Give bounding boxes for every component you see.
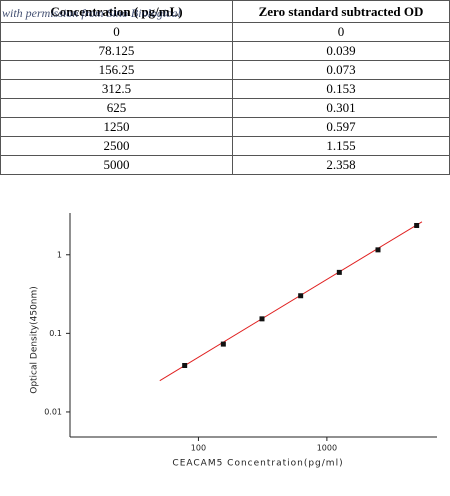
table-row: 625 0.301 (0, 98, 450, 118)
table-cell: 625 (0, 98, 233, 118)
x-axis-title: CEACAM5 Concentration(pg/ml) (172, 459, 343, 469)
table-cell: 0 (0, 22, 233, 42)
table-cell: 5000 (0, 155, 233, 175)
data-point (336, 269, 342, 275)
data-point (298, 293, 304, 299)
x-tick-label: 100 (191, 444, 206, 453)
data-point (182, 362, 188, 368)
table-cell: 0.597 (232, 117, 450, 137)
fit-line (159, 221, 423, 382)
data-table: Concentration ( pg/mL) Zero standard sub… (0, 0, 450, 175)
table-row: 156.25 0.073 (0, 60, 450, 80)
table-cell: 0.153 (232, 79, 450, 99)
y-tick-label: 1 (57, 250, 62, 259)
table-cell: 0 (232, 22, 450, 42)
header-cell: Zero standard subtracted OD (232, 0, 450, 23)
table-cell: 0.301 (232, 98, 450, 118)
table-cell: 156.25 (0, 60, 233, 80)
data-point (414, 222, 420, 228)
chart: CEACAM5 Concentration(pg/ml) Optical Den… (30, 213, 437, 469)
table-row: 78.125 0.039 (0, 41, 450, 61)
table-cell: 1250 (0, 117, 233, 137)
table-row: 312.5 0.153 (0, 79, 450, 99)
table-body: 0 0 78.125 0.039 156.25 0.073 312.5 0.153 625 0.3… (0, 22, 450, 175)
watermark: with permission from Sino Biological (2, 6, 181, 20)
x-tick-label: 1000 (317, 444, 337, 453)
table-cell: 0.073 (232, 60, 450, 80)
table-cell: 2.358 (232, 155, 450, 175)
table-cell: 312.5 (0, 79, 233, 99)
data-point (259, 316, 265, 322)
y-tick-label: 0.01 (44, 407, 62, 416)
table-cell: 1.155 (232, 136, 450, 156)
table-row: 5000 2.358 (0, 155, 450, 175)
table-row: 1250 0.597 (0, 117, 450, 137)
table-cell: 0.039 (232, 41, 450, 61)
y-tick-label: 0.1 (49, 329, 62, 338)
table-row: 2500 1.155 (0, 136, 450, 156)
table-cell: 2500 (0, 136, 233, 156)
data-point (220, 341, 226, 347)
y-axis-title: Optical Density(450nm) (30, 286, 40, 394)
table-cell: 78.125 (0, 41, 233, 61)
data-point (375, 247, 381, 253)
